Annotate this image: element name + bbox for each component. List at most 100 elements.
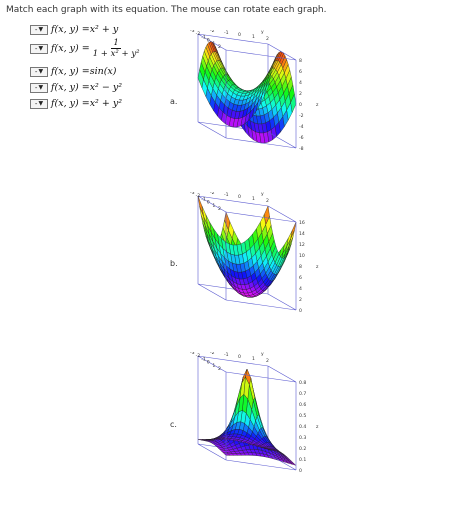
left-tick-label: 2 <box>218 366 221 372</box>
back-tick-label: 1 <box>252 196 255 202</box>
left-tick-label: -3 <box>190 30 195 34</box>
equation-row-4: - ▼ f(x, y) = x² − y² <box>30 82 122 93</box>
fraction-numerator: 1 <box>111 38 121 49</box>
box-edge <box>267 131 297 149</box>
back-tick-label: -1 <box>224 192 229 198</box>
z-tick-label: -6 <box>299 135 304 141</box>
equation-rhs: x² − y² <box>89 82 123 93</box>
box-edge <box>197 355 227 373</box>
left-tick-label: -1 <box>201 356 206 362</box>
dropdown-value: - <box>34 44 38 53</box>
equation-lhs: f(x, y) = <box>51 82 90 93</box>
box-edge <box>197 443 227 461</box>
box-edge <box>267 43 297 61</box>
box-edge <box>267 365 297 383</box>
left-tick-label: 1 <box>212 203 215 209</box>
back-tick-label: -1 <box>224 352 229 358</box>
equation-rhs: x² + y <box>89 24 119 35</box>
box-edge <box>225 137 297 149</box>
z-axis-label: z <box>316 103 319 108</box>
back-tick-label: -2 <box>210 192 215 196</box>
left-tick-label: -1 <box>201 34 206 40</box>
z-tick-label: 0 <box>299 102 302 108</box>
equation-lhs: f(x, y) = <box>51 66 90 77</box>
surface-patch <box>197 195 204 216</box>
box-edge <box>197 195 227 213</box>
left-tick-label: 2 <box>218 206 221 212</box>
chevron-down-icon: ▼ <box>38 25 44 33</box>
chevron-down-icon: ▼ <box>38 99 44 107</box>
back-tick-label: 3 <box>196 30 199 32</box>
z-tick-label: 4 <box>299 286 302 292</box>
back-tick-label: 0 <box>238 354 241 360</box>
chevron-down-icon: ▼ <box>38 44 44 52</box>
box-edge <box>225 299 297 311</box>
equation-row-5: - ▼ f(x, y) = x² + y² <box>30 98 122 109</box>
box-edge <box>267 205 297 223</box>
z-axis-label: z <box>316 265 319 270</box>
z-tick-label: 14 <box>299 231 305 237</box>
left-tick-label: -2 <box>196 31 201 37</box>
left-tick-label: 2 <box>218 44 221 50</box>
chevron-down-icon: ▼ <box>38 67 44 75</box>
back-tick-label: -3 <box>196 192 201 194</box>
box-edge <box>197 33 269 45</box>
answer-dropdown-3[interactable]: - ▼ <box>30 66 48 77</box>
z-tick-label: 6 <box>299 69 302 75</box>
z-tick-label: 4 <box>299 80 302 86</box>
back-tick-label: 2 <box>266 358 269 364</box>
answer-dropdown-1[interactable]: - ▼ <box>30 24 48 35</box>
back-tick-label: 1 <box>252 356 255 362</box>
z-axis-label: z <box>316 425 319 430</box>
left-tick-label: 0 <box>207 38 210 44</box>
back-tick-label: -2 <box>210 352 215 356</box>
left-tick-label: -3 <box>190 192 195 196</box>
box-edge <box>197 195 269 207</box>
left-tick-label: 1 <box>212 41 215 47</box>
z-tick-label: 0.7 <box>299 391 306 397</box>
left-tick-label: -1 <box>201 196 206 202</box>
graph-c-3d-plot[interactable]: -3-2-1012210-1-2-3yx0.80.70.60.50.40.30.… <box>186 352 346 504</box>
left-tick-label: 1 <box>212 363 215 369</box>
z-tick-label: 16 <box>299 220 305 226</box>
z-tick-label: 0 <box>299 308 302 314</box>
y-axis-label: y <box>261 30 264 35</box>
graph-c-label: c. <box>170 420 177 429</box>
box-edge <box>225 211 297 223</box>
z-tick-label: 0.5 <box>299 413 306 419</box>
equation-row-3: - ▼ f(x, y) = sin(x) <box>30 66 117 77</box>
box-edge <box>225 459 297 471</box>
z-tick-label: 0.6 <box>299 402 306 408</box>
box-edge <box>267 293 297 311</box>
dropdown-value: - <box>34 99 38 108</box>
box-edge <box>267 453 297 471</box>
z-tick-label: 0.4 <box>299 424 306 430</box>
equation-lhs: f(x, y) = <box>51 43 90 54</box>
z-tick-label: -2 <box>299 113 304 119</box>
answer-dropdown-5[interactable]: - ▼ <box>30 98 48 109</box>
graph-a-label: a. <box>170 97 178 106</box>
equation-rhs: x² + y² <box>89 98 123 109</box>
z-tick-label: 0.8 <box>299 380 306 386</box>
box-edge <box>197 121 227 139</box>
box-edge <box>225 371 297 383</box>
left-tick-label: -3 <box>190 352 195 356</box>
z-tick-label: -4 <box>299 124 304 130</box>
graph-b-label: b. <box>170 259 178 268</box>
back-tick-label: 2 <box>266 198 269 204</box>
box-edge <box>197 283 227 301</box>
z-tick-label: 10 <box>299 253 305 259</box>
z-tick-label: 2 <box>299 91 302 97</box>
back-tick-label: -2 <box>210 30 215 34</box>
answer-dropdown-4[interactable]: - ▼ <box>30 82 48 93</box>
z-tick-label: 8 <box>299 264 302 270</box>
box-edge <box>197 355 269 367</box>
back-tick-label: -3 <box>196 352 201 354</box>
dropdown-value: - <box>34 67 38 76</box>
answer-dropdown-2[interactable]: - ▼ <box>30 43 48 54</box>
equation-lhs: f(x, y) = <box>51 98 90 109</box>
z-tick-label: 2 <box>299 297 302 303</box>
back-tick-label: -1 <box>224 30 229 36</box>
